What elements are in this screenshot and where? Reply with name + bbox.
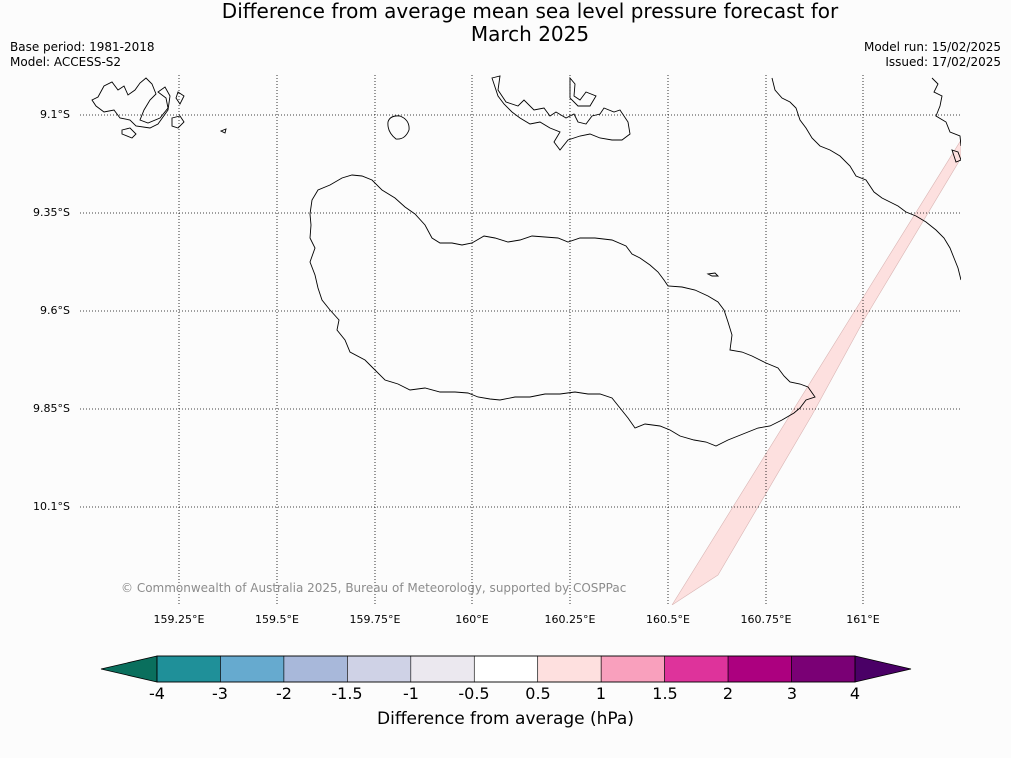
lat-label: 9.35°S	[33, 206, 70, 219]
colorbar-swatch	[283, 655, 348, 683]
russell-islands-coastline	[91, 77, 171, 129]
colorbar-tick: -0.5	[458, 684, 490, 703]
lon-label: 161°E	[846, 613, 880, 626]
colorbar-tick: -3	[212, 684, 228, 703]
colorbar-tick: 1	[595, 684, 607, 703]
lon-label: 160.25°E	[544, 613, 596, 626]
meta-right: Model run: 15/02/2025 Issued: 17/02/2025	[864, 40, 1001, 70]
colorbar-tick: 0.5	[525, 684, 551, 703]
colorbar-swatch	[791, 655, 856, 683]
colorbar-tick: -4	[149, 684, 165, 703]
lat-label: 9.1°S	[40, 108, 70, 121]
colorbar-swatch	[156, 655, 221, 683]
colorbar-swatch	[473, 655, 539, 683]
colorbar-tick: -2	[276, 684, 292, 703]
florida-islands-coastline	[491, 75, 631, 151]
base-period-text: Base period: 1981-2018	[10, 40, 155, 54]
malaita-coastline	[771, 77, 961, 281]
colorbar-swatch	[537, 655, 602, 683]
colorbar-tick: -1	[403, 684, 419, 703]
lon-label: 159.75°E	[349, 613, 401, 626]
colorbar-swatch	[727, 655, 792, 683]
colorbar-tick: 2	[722, 684, 734, 703]
colorbar-tick: 4	[849, 684, 861, 703]
gridlines	[80, 75, 961, 605]
lon-label: 159.5°E	[255, 613, 299, 626]
colorbar-swatch	[600, 655, 665, 683]
colorbar-extend-low	[100, 655, 158, 683]
colorbar-swatch	[220, 655, 285, 683]
colorbar-extend-high	[854, 655, 912, 683]
guadalcanal-coastline	[309, 174, 816, 447]
issued-text: Issued: 17/02/2025	[885, 55, 1001, 69]
colorbar-tick: 1.5	[652, 684, 678, 703]
colorbar-tick: -1.5	[331, 684, 363, 703]
model-run-text: Model run: 15/02/2025	[863, 40, 1001, 54]
lat-label: 9.85°S	[33, 402, 70, 415]
pressure-anomaly-region	[671, 139, 961, 605]
colorbar	[100, 655, 912, 683]
lon-label: 160°E	[455, 613, 489, 626]
lon-label: 160.75°E	[740, 613, 792, 626]
copyright-text: © Commonwealth of Australia 2025, Bureau…	[121, 581, 627, 595]
map-title-line2: March 2025	[470, 22, 590, 46]
colorbar-swatch	[410, 655, 475, 683]
colorbar-tick: 3	[786, 684, 798, 703]
meta-left: Base period: 1981-2018 Model: ACCESS-S2	[10, 40, 155, 70]
model-text: Model: ACCESS-S2	[10, 55, 122, 69]
lat-label: 9.6°S	[40, 304, 70, 317]
lon-label: 160.5°E	[646, 613, 690, 626]
map-title: Difference from average mean sea level p…	[130, 0, 930, 46]
lon-label: 159.25°E	[153, 613, 205, 626]
coastlines	[91, 75, 961, 447]
colorbar-swatch	[664, 655, 729, 683]
colorbar-label: Difference from average (hPa)	[377, 709, 634, 729]
map-title-line1: Difference from average mean sea level p…	[221, 0, 839, 23]
lat-label: 10.1°S	[33, 500, 70, 513]
savo-island-coastline	[387, 115, 410, 140]
colorbar-swatch	[347, 655, 412, 683]
